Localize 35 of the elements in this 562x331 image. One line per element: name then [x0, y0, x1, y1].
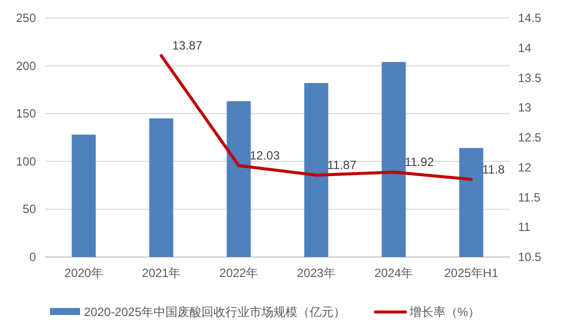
y2-tick-label: 12.5	[518, 130, 542, 144]
x-tick-label: 2020年	[64, 266, 104, 280]
y2-tick-label: 14.5	[518, 11, 542, 25]
bar	[382, 62, 406, 257]
bar	[226, 101, 251, 257]
x-tick-label: 2021年	[142, 266, 181, 280]
y2-tick-label: 11	[518, 220, 531, 234]
y2-tick-label: 13.5	[518, 70, 542, 85]
y2-tick-label: 10.5	[518, 250, 542, 264]
y2-tick-label: 14	[518, 40, 532, 55]
bar	[304, 83, 328, 257]
legend-label: 2020-2025年中国废酸回收行业市场规模（亿元）	[84, 305, 346, 319]
bar	[149, 118, 174, 257]
y2-tick-label: 13	[518, 100, 532, 115]
data-label: 13.87	[172, 38, 203, 53]
y-tick-label: 50	[22, 202, 36, 216]
x-tick-label: 2025年H1	[444, 266, 499, 280]
x-tick-label: 2023年	[296, 266, 336, 280]
y-tick-label: 250	[16, 11, 36, 25]
y-tick-label: 100	[16, 154, 36, 168]
line-series	[160, 54, 473, 181]
y-tick-label: 0	[29, 250, 36, 264]
y2-tick-label: 12	[518, 160, 532, 174]
y-tick-label: 150	[16, 106, 36, 121]
x-tick-label: 2024年	[374, 266, 414, 280]
y2-tick-label: 11.5	[518, 190, 541, 204]
x-tick-label: 2022年	[219, 266, 258, 280]
data-label: 11.92	[404, 155, 434, 170]
bar	[72, 134, 96, 257]
y-tick-label: 200	[16, 58, 36, 73]
data-label: 12.03	[250, 148, 280, 163]
data-label: 11.8	[482, 162, 506, 176]
data-label: 11.87	[327, 158, 357, 172]
legend-label: 增长率（%）	[408, 305, 480, 319]
bar	[459, 148, 484, 257]
